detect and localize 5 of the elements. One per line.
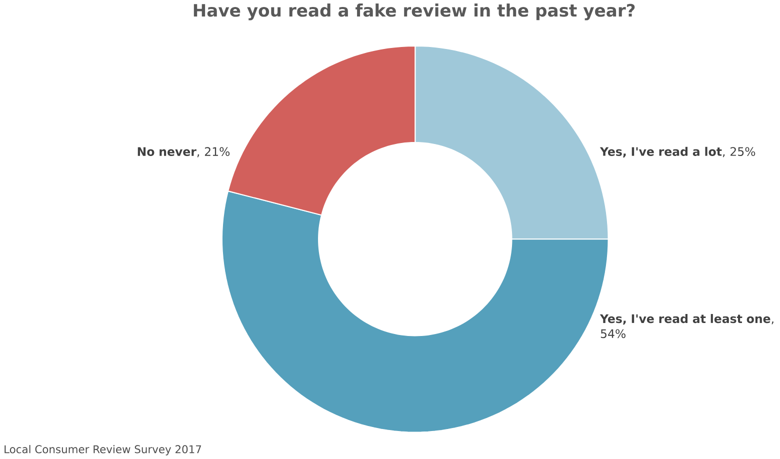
chart-title: Have you read a fake review in the past year? (194, 4, 635, 20)
category-label: Yes, I've read at least one, 54% (600, 314, 774, 338)
slice-label: Yes, I've read a lot, 25% (600, 146, 756, 158)
slice-label: No never, 21% (138, 147, 230, 158)
text: Local Consumer Review Survey 2017 (4, 445, 202, 456)
